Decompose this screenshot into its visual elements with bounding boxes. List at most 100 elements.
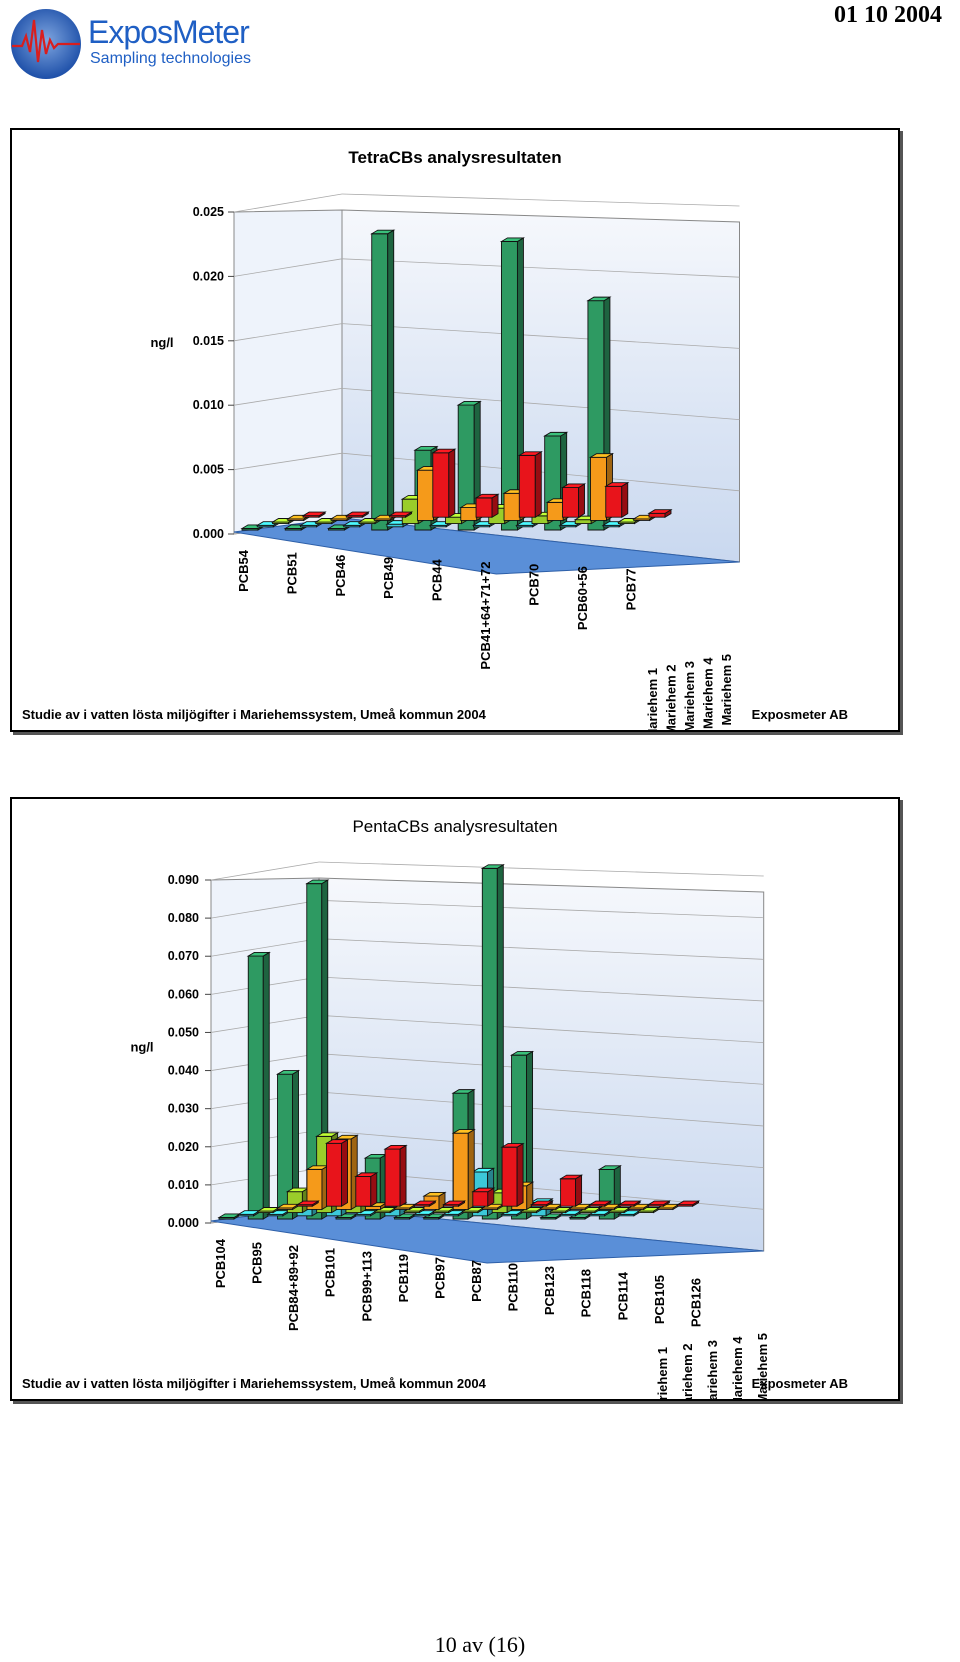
bar-front <box>481 867 498 1220</box>
bar-front <box>475 497 493 518</box>
y-tick-label: 0.005 <box>193 463 224 477</box>
y-axis-label: ng/l <box>130 1040 153 1055</box>
bar-front <box>501 1146 518 1207</box>
gridline <box>210 938 320 957</box>
page-header: ExposMeter Sampling technologies 01 10 2… <box>0 0 960 100</box>
bar-front <box>371 233 389 531</box>
logo-emblem-icon <box>11 9 81 79</box>
bar-side <box>370 1172 378 1207</box>
bar <box>675 1200 701 1207</box>
y-tick-label: 0.010 <box>193 398 224 412</box>
bar <box>354 1172 379 1207</box>
series-label: Mariehem 5 <box>719 654 734 726</box>
bar-front <box>355 1176 372 1207</box>
pentacbs-chart-panel: PentaCBs analysresultaten 0.000 0.010 0.020… <box>10 797 900 1401</box>
x-tick-label: PCB105 <box>652 1275 667 1324</box>
gridline <box>341 193 740 207</box>
bar-top <box>334 1134 359 1140</box>
depth-axis-labels: Mariehem 1 Mariehem 2 Mariehem 3 Mariehem 4… <box>655 1333 770 1399</box>
chart-footer-study: Studie av i vatten lösta miljögifter i M… <box>22 707 486 722</box>
bar-top <box>480 864 505 869</box>
y-tick-label: 0.030 <box>168 1102 199 1116</box>
document-date: 01 10 2004 <box>834 2 942 28</box>
bar-top <box>383 1144 408 1150</box>
bar-top <box>499 237 526 242</box>
bar-front <box>326 1142 342 1207</box>
gridline <box>233 193 343 213</box>
y-tick-label: 0.070 <box>168 949 199 963</box>
series-label: Mariehem 1 <box>655 1347 670 1399</box>
x-tick-label: PCB46 <box>333 555 348 597</box>
series-label: Mariehem 4 <box>730 1336 745 1399</box>
x-tick-label: PCB114 <box>615 1271 630 1320</box>
bar-side <box>575 1174 583 1207</box>
x-tick-label: PCB99+113 <box>359 1251 374 1321</box>
x-axis-labels: PCB104 PCB95 PCB84+89+92 PCB101 PCB99+113 PCB… <box>213 1238 703 1331</box>
bar-front <box>562 487 579 518</box>
bar-front <box>472 1191 489 1207</box>
series-label: Mariehem 5 <box>755 1333 770 1399</box>
bar-top <box>586 296 612 302</box>
series-label: Mariehem 3 <box>705 1340 720 1399</box>
bar-top <box>301 511 327 517</box>
y-tick-label: 0.020 <box>193 269 224 283</box>
bar-top <box>675 1200 701 1206</box>
bar-front <box>401 498 419 525</box>
x-tick-label: PCB70 <box>526 564 541 606</box>
bar-top <box>246 951 271 957</box>
logo-name: ExposMeter <box>88 14 250 50</box>
bar <box>324 1138 350 1207</box>
bar-top <box>597 1165 622 1170</box>
bar-front <box>503 492 521 521</box>
bar-front <box>247 955 264 1220</box>
gridline <box>318 976 764 1002</box>
bar-front <box>605 485 623 518</box>
bar-top <box>604 482 630 487</box>
x-tick-label: PCB51 <box>284 552 299 594</box>
series-label: Mariehem 2 <box>664 665 679 731</box>
bar-top <box>646 1200 671 1206</box>
bar-top <box>543 431 569 437</box>
bar-side <box>534 450 542 518</box>
x-tick-label: PCB87 <box>469 1260 484 1302</box>
chart-footer-company: Exposmeter AB <box>751 707 848 722</box>
bar-top <box>412 1200 437 1206</box>
gridline <box>318 1129 764 1169</box>
chart-title: TetraCBs analysresultaten <box>348 148 561 167</box>
bar-top <box>387 511 414 517</box>
series-label: Mariehem 1 <box>645 668 660 730</box>
y-tick-label: 0.050 <box>168 1025 199 1039</box>
bar-top <box>470 1167 496 1173</box>
bars <box>240 229 673 531</box>
bar-top <box>509 1051 535 1056</box>
bar <box>578 1206 603 1214</box>
x-tick-label: PCB123 <box>542 1266 557 1315</box>
bar-top <box>451 1089 476 1094</box>
bar <box>301 511 327 518</box>
bar <box>256 1206 281 1214</box>
x-tick-label: PCB60+56 <box>575 566 590 630</box>
bar-top <box>324 1139 350 1144</box>
bar-front <box>574 519 592 525</box>
x-axis-labels: PCB54 PCB51 PCB46 PCB49 PCB44 PCB41+64+71+72 P… <box>236 549 638 669</box>
bar-top <box>500 1143 525 1148</box>
chart-footer-study: Studie av i vatten lösta miljögifter i M… <box>22 1376 486 1391</box>
bar-front <box>384 1148 401 1207</box>
y-tick-label: 0.060 <box>168 987 199 1001</box>
bar <box>500 1209 525 1217</box>
gridline <box>318 899 764 919</box>
bar <box>451 1128 476 1211</box>
x-tick-label: PCB41+64+71+72 <box>478 562 493 670</box>
bar-front <box>560 1178 577 1207</box>
bar-top <box>315 1132 340 1137</box>
gridline <box>318 1014 764 1044</box>
x-tick-label: PCB119 <box>396 1254 411 1302</box>
tetracbs-chart-panel: TetraCBs analysresultaten 0.000 0.005 0.010… <box>10 128 900 732</box>
bar-top <box>344 511 370 517</box>
gridline <box>341 323 740 349</box>
bar <box>236 1209 262 1217</box>
x-tick-label: PCB126 <box>688 1278 703 1327</box>
bar-top <box>529 1200 554 1206</box>
left-wall <box>233 209 343 535</box>
y-tick-label: 0.020 <box>168 1140 199 1154</box>
